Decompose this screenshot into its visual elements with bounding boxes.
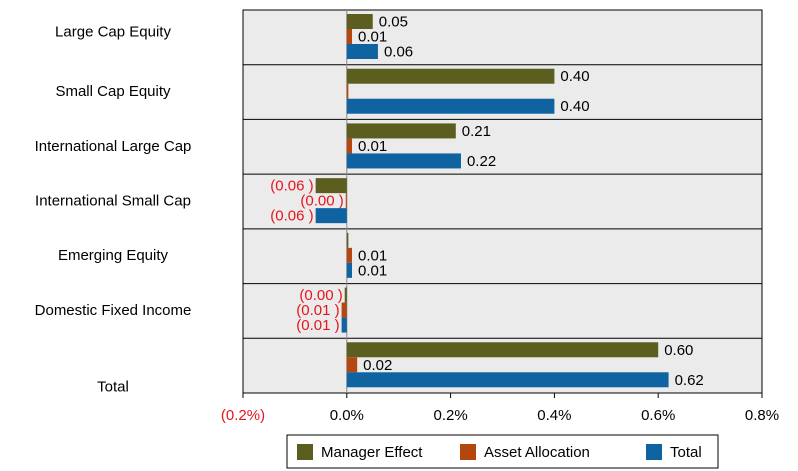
value-label: 0.22 [467, 153, 496, 170]
y-tick-label: International Small Cap [35, 192, 191, 209]
bar [315, 178, 347, 194]
bar [346, 98, 555, 114]
y-tick-label: Small Cap Equity [55, 83, 171, 100]
y-tick-label: Total [97, 379, 129, 396]
bar [346, 123, 456, 139]
bar [346, 83, 349, 99]
x-tick-label: 0.8% [745, 407, 779, 424]
legend-swatch [646, 444, 662, 460]
value-label: 0.01 [358, 138, 387, 155]
value-label: (0.06 ) [270, 208, 313, 225]
bar [346, 14, 373, 29]
legend-label: Asset Allocation [484, 444, 590, 461]
value-label: (0.01 ) [296, 317, 339, 334]
value-label: 0.60 [664, 342, 693, 359]
bar [346, 372, 669, 388]
value-label: 0.62 [675, 372, 704, 389]
value-label: (0.00 ) [299, 287, 342, 304]
y-tick-label: Emerging Equity [58, 247, 169, 264]
bar [315, 208, 347, 224]
bar [346, 68, 555, 84]
legend-swatch [460, 444, 476, 460]
bar [346, 342, 659, 358]
bar [346, 29, 352, 44]
bar [346, 153, 461, 169]
bar [346, 357, 358, 373]
bar [345, 193, 347, 209]
value-label: 0.05 [379, 13, 408, 30]
value-label: 0.40 [560, 98, 589, 115]
value-label: 0.21 [462, 123, 491, 140]
bar [346, 44, 378, 59]
bar [341, 302, 347, 318]
value-label: 0.06 [384, 43, 413, 60]
y-tick-label: Large Cap Equity [55, 23, 171, 40]
value-label: (0.01 ) [296, 302, 339, 319]
legend-label: Manager Effect [321, 444, 423, 461]
legend-swatch [297, 444, 313, 460]
x-tick-label: 0.6% [641, 407, 675, 424]
value-label: 0.01 [358, 262, 387, 279]
value-label: (0.00 ) [300, 193, 343, 210]
bar [346, 262, 352, 278]
bar [344, 287, 347, 303]
x-tick-label: (0.2%) [221, 407, 265, 424]
legend-label: Total [670, 444, 702, 461]
value-label: 0.02 [363, 357, 392, 374]
bar [346, 232, 349, 248]
value-label: 0.01 [358, 247, 387, 264]
value-label: (0.06 ) [270, 178, 313, 195]
bar [346, 138, 352, 154]
x-tick-label: 0.4% [537, 407, 571, 424]
x-tick-label: 0.0% [330, 407, 364, 424]
y-tick-label: Domestic Fixed Income [35, 302, 192, 319]
bar [346, 247, 352, 263]
bar [341, 317, 347, 333]
x-tick-label: 0.2% [433, 407, 467, 424]
value-label: 0.01 [358, 28, 387, 45]
y-tick-label: International Large Cap [35, 138, 192, 155]
value-label: 0.40 [560, 68, 589, 85]
